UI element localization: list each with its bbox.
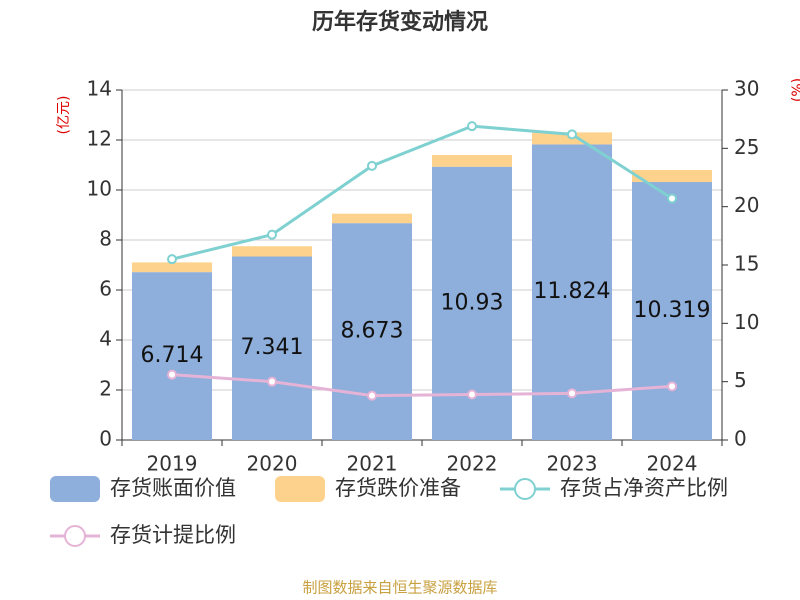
line-point [467, 389, 477, 400]
line-point [267, 229, 277, 240]
x-tick-label: 2020 [247, 452, 298, 476]
line-point [667, 193, 677, 204]
x-tick-label: 2024 [647, 452, 698, 476]
legend-swatch [275, 476, 325, 502]
legend-label: 存货跌价准备 [335, 476, 461, 500]
x-tick-label: 2021 [347, 452, 398, 476]
y-tick-label: 12 [87, 127, 112, 151]
line-point [467, 121, 477, 132]
data-label: 6.714 [141, 343, 204, 368]
bar [332, 213, 412, 224]
data-label: 7.341 [241, 335, 304, 360]
data-label: 11.824 [534, 279, 611, 304]
y2-tick-label: 30 [734, 77, 759, 101]
line-point [167, 254, 177, 265]
y-axis-label: (亿元) [56, 96, 72, 135]
x-tick-label: 2022 [447, 452, 498, 476]
y2-tick-label: 5 [734, 368, 747, 392]
legend-label: 存货计提比例 [110, 523, 236, 547]
line-point [267, 376, 277, 387]
y2-tick-label: 20 [734, 193, 759, 217]
y-tick-label: 2 [99, 377, 112, 401]
line-point [367, 160, 377, 171]
legend-label: 存货账面价值 [110, 476, 236, 500]
y-tick-label: 0 [99, 427, 112, 451]
data-label: 10.319 [634, 298, 711, 323]
y-tick-label: 4 [99, 327, 112, 351]
bar [632, 170, 712, 183]
bar [432, 155, 512, 167]
y2-tick-label: 0 [734, 427, 747, 451]
bar [232, 246, 312, 257]
data-label: 8.673 [341, 319, 404, 344]
line-point [567, 129, 577, 140]
y2-axis-label: (%) [790, 78, 800, 102]
y-tick-label: 6 [99, 277, 112, 301]
line-point [367, 390, 377, 401]
line [171, 124, 673, 261]
y-tick-label: 10 [87, 177, 112, 201]
legend-label: 存货占净资产比例 [560, 476, 728, 500]
line-point [167, 369, 177, 380]
chart-title: 历年存货变动情况 [312, 9, 488, 35]
y2-tick-label: 10 [734, 310, 759, 334]
bar [132, 262, 212, 273]
y-tick-label: 8 [99, 227, 112, 251]
legend-swatch [64, 525, 86, 547]
line-point [667, 381, 677, 392]
data-label: 10.93 [441, 290, 504, 315]
legend-swatch [50, 476, 100, 502]
y2-tick-label: 25 [734, 135, 759, 159]
y-tick-label: 14 [87, 77, 112, 101]
bar [232, 256, 312, 440]
bar [332, 223, 412, 440]
line-point [567, 388, 577, 399]
y2-tick-label: 15 [734, 252, 759, 276]
x-tick-label: 2023 [547, 452, 598, 476]
bar [132, 272, 212, 440]
bar [632, 182, 712, 440]
line [171, 373, 673, 398]
x-tick-label: 2019 [147, 452, 198, 476]
source-note: 制图数据来自恒生聚源数据库 [302, 579, 497, 597]
legend-swatch [514, 478, 536, 500]
